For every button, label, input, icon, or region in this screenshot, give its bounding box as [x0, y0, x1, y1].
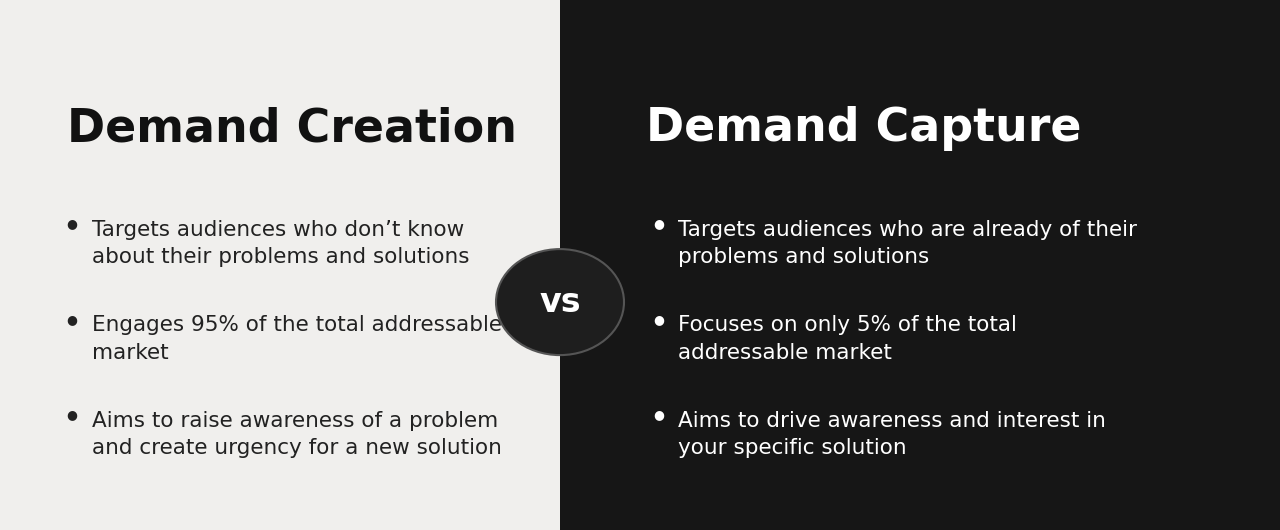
Text: Engages 95% of the total addressable
market: Engages 95% of the total addressable mar… — [92, 315, 502, 363]
Text: ●: ● — [653, 408, 663, 421]
Text: Aims to drive awareness and interest in
your specific solution: Aims to drive awareness and interest in … — [678, 411, 1106, 458]
Text: ●: ● — [67, 217, 77, 231]
Text: ●: ● — [653, 313, 663, 326]
Text: Aims to raise awareness of a problem
and create urgency for a new solution: Aims to raise awareness of a problem and… — [92, 411, 502, 458]
Text: ●: ● — [67, 313, 77, 326]
Text: Targets audiences who are already of their
problems and solutions: Targets audiences who are already of the… — [678, 220, 1138, 267]
Text: vs: vs — [539, 286, 581, 319]
Ellipse shape — [497, 249, 625, 355]
Text: Targets audiences who don’t know
about their problems and solutions: Targets audiences who don’t know about t… — [92, 220, 470, 267]
Text: Demand Creation: Demand Creation — [67, 106, 517, 151]
Text: ●: ● — [653, 217, 663, 231]
Bar — [0, 0, 561, 530]
Bar — [561, 0, 1280, 530]
Text: ●: ● — [67, 408, 77, 421]
Text: Focuses on only 5% of the total
addressable market: Focuses on only 5% of the total addressa… — [678, 315, 1018, 363]
Text: Demand Capture: Demand Capture — [646, 106, 1082, 151]
